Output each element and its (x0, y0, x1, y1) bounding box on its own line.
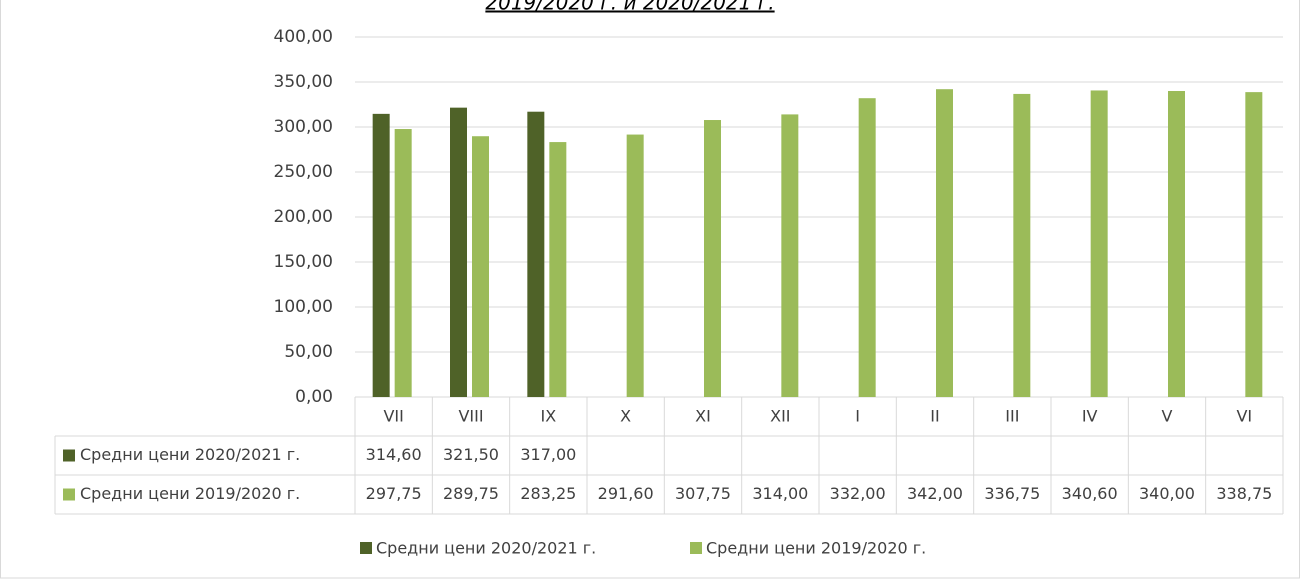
x-tick-label: X (620, 407, 631, 426)
bar (704, 120, 721, 398)
bar (1013, 93, 1031, 398)
table-value: 289,75 (443, 484, 499, 503)
table-legend-swatch (63, 449, 75, 462)
table-value: 283,25 (520, 484, 576, 503)
chart-title: 2019/2020 г. и 2020/2021 г. (485, 0, 774, 15)
table-value: 340,60 (1062, 484, 1118, 503)
bar (858, 98, 876, 397)
bar (781, 114, 799, 398)
x-tick-label: VIII (458, 407, 483, 426)
bar (527, 111, 545, 397)
bar (1090, 90, 1108, 398)
bar (936, 89, 953, 397)
bar (450, 107, 467, 398)
bar (372, 113, 390, 398)
y-tick-label: 200,00 (274, 207, 333, 227)
y-tick-label: 300,00 (274, 117, 333, 137)
x-tick-label: III (1005, 407, 1019, 426)
table-value: 338,75 (1216, 484, 1272, 503)
bar (626, 134, 644, 397)
bar (549, 142, 567, 397)
y-tick-label: 400,00 (274, 27, 333, 47)
y-tick-label: 100,00 (274, 297, 333, 317)
table-value: 317,00 (520, 445, 576, 464)
x-tick-label: VII (383, 407, 403, 426)
bar (1245, 92, 1263, 397)
x-tick-label: II (930, 407, 939, 426)
table-row-label: Средни цени 2020/2021 г. (80, 445, 300, 464)
bar (472, 136, 489, 397)
y-tick-label: 150,00 (274, 252, 333, 272)
legend-swatch (690, 542, 702, 554)
table-value: 340,00 (1139, 484, 1195, 503)
x-tick-label: XI (695, 407, 711, 426)
legend-swatch (360, 542, 372, 554)
x-tick-label: VI (1236, 407, 1252, 426)
table-value: 336,75 (984, 484, 1040, 503)
bar (394, 129, 412, 397)
x-tick-label: IX (540, 407, 556, 426)
y-tick-label: 50,00 (284, 342, 333, 362)
legend-label: Средни цени 2019/2020 г. (706, 539, 926, 558)
table-legend-swatch (63, 488, 75, 501)
y-tick-label: 250,00 (274, 162, 333, 182)
table-value: 297,75 (366, 484, 422, 503)
table-value: 314,60 (366, 445, 422, 464)
table-value: 332,00 (830, 484, 886, 503)
table-value: 342,00 (907, 484, 963, 503)
table-value: 307,75 (675, 484, 731, 503)
x-tick-label: IV (1082, 407, 1098, 426)
x-tick-label: XII (770, 407, 790, 426)
x-tick-label: I (855, 407, 860, 426)
table-value: 314,00 (752, 484, 808, 503)
table-value: 291,60 (598, 484, 654, 503)
table-row-label: Средни цени 2019/2020 г. (80, 484, 300, 503)
bar (1168, 91, 1185, 397)
table-value: 321,50 (443, 445, 499, 464)
legend-label: Средни цени 2020/2021 г. (376, 539, 596, 558)
y-tick-label: 0,00 (295, 387, 333, 407)
x-tick-label: V (1162, 407, 1173, 426)
y-tick-label: 350,00 (274, 72, 333, 92)
